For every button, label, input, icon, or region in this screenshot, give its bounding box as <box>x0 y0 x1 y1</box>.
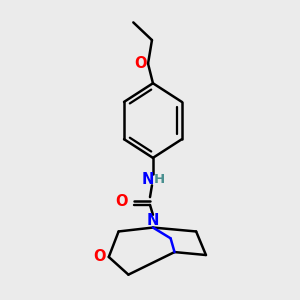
Text: O: O <box>134 56 146 71</box>
Text: O: O <box>115 194 128 208</box>
Text: H: H <box>154 173 165 186</box>
Text: N: N <box>147 213 159 228</box>
Text: O: O <box>94 250 106 265</box>
Text: N: N <box>142 172 154 187</box>
